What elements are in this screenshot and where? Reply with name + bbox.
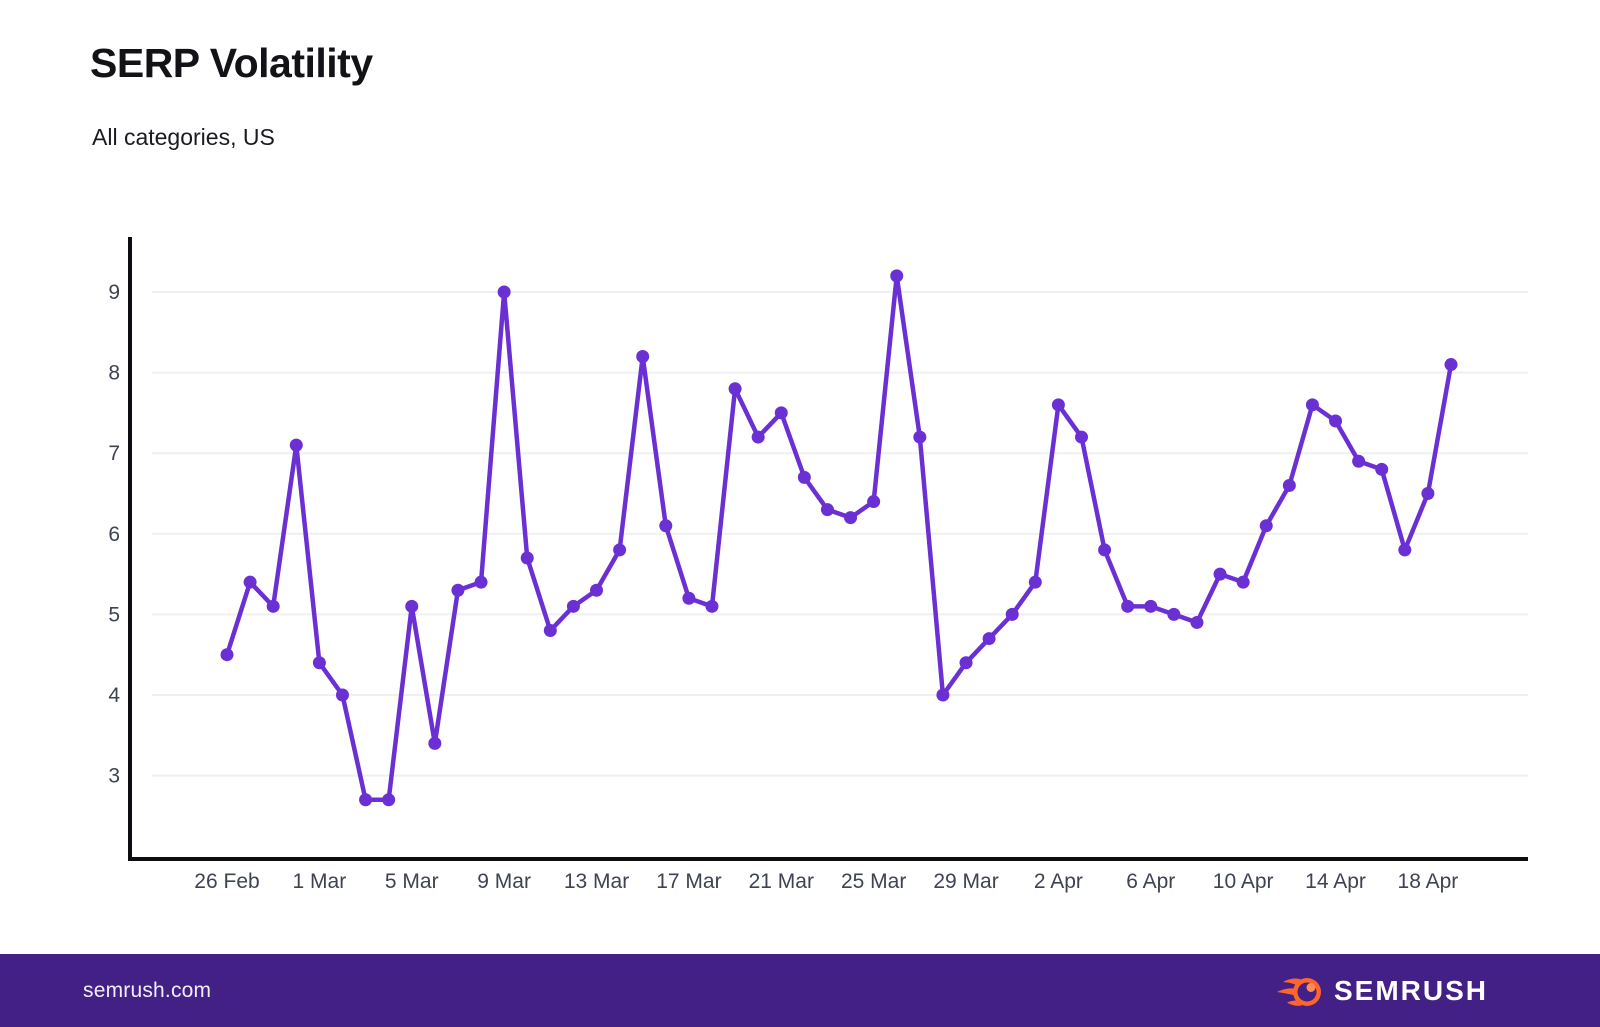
data-point[interactable]: 11 Mar: 4.8 xyxy=(543,624,557,638)
data-point[interactable]: 29 Mar: 4.4 xyxy=(959,656,973,670)
data-point[interactable]: 4 Apr: 5.8 xyxy=(1098,543,1112,557)
x-axis-labels: 26 Feb 1 Mar 5 Mar 9 Mar 13 Mar 17 Mar 21 Mar 2… xyxy=(194,870,1458,893)
y-axis-line xyxy=(128,237,132,861)
data-point[interactable]: 3 Mar: 2.7 xyxy=(359,793,373,807)
data-point[interactable]: 28 Mar: 4 xyxy=(936,688,950,702)
page-title: SERP Volatility xyxy=(90,40,373,86)
y-axis-labels: 9 8 7 6 5 4 3 xyxy=(108,281,120,788)
serp-volatility-chart: 9 8 7 6 5 4 3 26 Feb 1 Mar 5 Mar 9 Mar 13 Mar 17 Ma… xyxy=(108,237,1528,893)
y-tick-label: 7 xyxy=(108,442,120,465)
data-point[interactable]: 1 Mar: 4.4 xyxy=(312,656,326,670)
data-point[interactable]: 18 Mar: 5.1 xyxy=(705,599,719,613)
y-tick-label: 6 xyxy=(108,523,120,546)
x-tick-label: 9 Mar xyxy=(477,870,531,893)
x-tick-label: 10 Apr xyxy=(1213,870,1274,893)
data-point[interactable]: 15 Mar: 8.2 xyxy=(636,349,650,363)
semrush-logo[interactable]: SEMRUSH xyxy=(1276,971,1488,1011)
y-tick-label: 8 xyxy=(108,362,120,385)
y-tick-label: 9 xyxy=(108,281,120,304)
y-tick-label: 4 xyxy=(108,684,120,707)
data-point[interactable]: 9 Mar: 9 xyxy=(497,285,511,299)
x-tick-label: 13 Mar xyxy=(564,870,629,893)
x-tick-label: 14 Apr xyxy=(1305,870,1366,893)
x-tick-label: 29 Mar xyxy=(933,870,998,893)
data-point[interactable]: 12 Apr: 6.6 xyxy=(1282,478,1296,492)
page-subtitle: All categories, US xyxy=(92,124,275,150)
data-point[interactable]: 29 Feb: 7.1 xyxy=(289,438,303,452)
data-point[interactable]: 2 Mar: 4 xyxy=(335,688,349,702)
data-point[interactable]: 25 Mar: 6.4 xyxy=(867,495,881,509)
data-point[interactable]: 3 Apr: 7.2 xyxy=(1074,430,1088,444)
data-point[interactable]: 16 Mar: 6.1 xyxy=(659,519,673,533)
data-point[interactable]: 4 Mar: 2.7 xyxy=(382,793,396,807)
data-point[interactable]: 5 Apr: 5.1 xyxy=(1121,599,1135,613)
x-tick-label: 1 Mar xyxy=(293,870,347,893)
x-tick-label: 5 Mar xyxy=(385,870,439,893)
data-point[interactable]: 14 Apr: 7.4 xyxy=(1329,414,1343,428)
data-point[interactable]: 22 Mar: 6.7 xyxy=(797,470,811,484)
data-point[interactable]: 20 Mar: 7.2 xyxy=(751,430,765,444)
data-point[interactable]: 6 Apr: 5.1 xyxy=(1144,599,1158,613)
data-point[interactable]: 27 Feb: 5.4 xyxy=(243,575,257,589)
semrush-wordmark: SEMRUSH xyxy=(1333,974,1488,1006)
data-point[interactable]: 12 Mar: 5.1 xyxy=(566,599,580,613)
semrush-flame-icon xyxy=(1276,977,1321,1006)
data-point[interactable]: 26 Feb: 4.5 xyxy=(220,648,234,662)
data-point[interactable]: 30 Mar: 4.7 xyxy=(982,632,996,646)
data-point[interactable]: 17 Mar: 5.2 xyxy=(682,591,696,605)
data-point[interactable]: 8 Mar: 5.4 xyxy=(474,575,488,589)
data-point[interactable]: 16 Apr: 6.8 xyxy=(1375,462,1389,476)
data-point[interactable]: 9 Apr: 5.5 xyxy=(1213,567,1227,581)
x-tick-label: 18 Apr xyxy=(1398,870,1459,893)
data-point[interactable]: 7 Apr: 5 xyxy=(1167,607,1181,621)
data-point[interactable]: 31 Mar: 5 xyxy=(1005,607,1019,621)
x-tick-label: 25 Mar xyxy=(841,870,906,893)
data-point[interactable]: 10 Mar: 5.7 xyxy=(520,551,534,565)
data-point[interactable]: 28 Feb: 5.1 xyxy=(266,599,280,613)
x-tick-label: 21 Mar xyxy=(749,870,814,893)
data-point[interactable]: 2 Apr: 7.6 xyxy=(1051,398,1065,412)
data-point[interactable]: 14 Mar: 5.8 xyxy=(613,543,627,557)
x-tick-label: 17 Mar xyxy=(656,870,721,893)
data-point[interactable]: 17 Apr: 5.8 xyxy=(1398,543,1412,557)
gridlines xyxy=(152,291,1528,777)
data-points: 26 Feb: 4.5 27 Feb: 5.4 28 Feb: 5.1 29 Feb:… xyxy=(220,269,1458,807)
x-tick-label: 26 Feb xyxy=(194,870,259,893)
data-point[interactable]: 26 Mar: 9.2 xyxy=(890,269,904,283)
data-point[interactable]: 11 Apr: 6.1 xyxy=(1259,519,1273,533)
footer-bar: semrush.com SEMRUSH xyxy=(0,954,1600,1027)
data-point[interactable]: 18 Apr: 6.5 xyxy=(1421,487,1435,500)
data-point[interactable]: 5 Mar: 5.1 xyxy=(405,599,419,613)
data-point[interactable]: 27 Mar: 7.2 xyxy=(913,430,927,444)
y-tick-label: 5 xyxy=(108,603,120,626)
data-point[interactable]: 19 Mar: 7.8 xyxy=(728,382,742,396)
x-axis-line xyxy=(128,857,1528,861)
y-tick-label: 3 xyxy=(108,765,120,788)
data-point[interactable]: 6 Mar: 3.4 xyxy=(428,736,442,750)
x-tick-label: 6 Apr xyxy=(1126,870,1175,893)
data-point[interactable]: 13 Mar: 5.3 xyxy=(590,583,604,597)
data-point[interactable]: 21 Mar: 7.5 xyxy=(774,406,788,420)
data-point[interactable]: 8 Apr: 4.9 xyxy=(1190,615,1204,629)
data-point[interactable]: 13 Apr: 7.6 xyxy=(1305,398,1319,412)
data-point[interactable]: 19 Apr: 8.1 xyxy=(1444,358,1458,372)
data-point[interactable]: 1 Apr: 5.4 xyxy=(1028,575,1042,589)
data-point[interactable]: 15 Apr: 6.9 xyxy=(1352,454,1366,468)
data-point[interactable]: 7 Mar: 5.3 xyxy=(451,583,465,597)
data-point[interactable]: 10 Apr: 5.4 xyxy=(1236,575,1250,589)
footer-url[interactable]: semrush.com xyxy=(83,978,212,1002)
data-point[interactable]: 23 Mar: 6.3 xyxy=(820,503,834,517)
volatility-line xyxy=(224,273,1454,803)
data-point[interactable]: 24 Mar: 6.2 xyxy=(844,511,858,525)
x-tick-label: 2 Apr xyxy=(1034,870,1083,893)
